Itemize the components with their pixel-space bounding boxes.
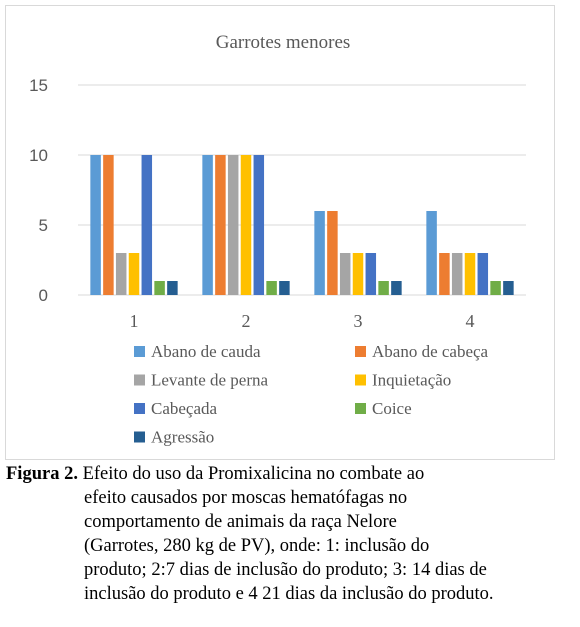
y-tick-label: 5 [39,216,48,235]
bar [128,253,140,295]
bar [103,155,114,295]
x-axis-ticks: 1 2 3 4 [130,311,475,331]
bar [266,281,277,295]
legend-swatch [355,374,366,386]
legend-swatch [134,403,145,414]
legend-swatch [134,431,145,443]
bar [327,211,338,295]
legend-swatch [355,346,366,357]
bar [115,253,127,295]
bar [167,281,178,295]
bar [426,211,437,295]
bar [314,211,325,295]
y-axis-ticks: 0 5 10 15 [29,76,48,305]
legend-label: Cabeçada [151,399,218,418]
legend-swatch [134,346,145,357]
caption-line-6: inclusão do produto e 4 21 dias da inclu… [84,584,494,604]
caption-line-2: efeito causados por moscas hematófagas n… [84,488,408,508]
bar [378,281,389,295]
bar [279,281,290,295]
bar [365,253,377,295]
x-tick-label: 2 [242,311,251,331]
bar [253,155,265,295]
legend-swatch [134,374,145,386]
bar-chart: 0 5 10 15 1 2 3 4 Garrotes menores Abano de ca… [29,32,526,447]
bar [439,253,450,295]
legend: Abano de cauda Abano de cabeça Levante de … [134,342,489,447]
bar [339,253,351,295]
caption-label: Figura 2. [6,464,78,484]
legend-label: Coice [372,399,412,418]
x-tick-label: 3 [354,311,363,331]
bar [464,253,476,295]
y-tick-label: 15 [29,76,48,95]
bar [215,155,226,295]
y-tick-label: 10 [29,146,48,165]
legend-swatch [355,403,366,414]
bar [141,155,153,295]
bar [240,155,252,295]
x-tick-label: 1 [130,311,139,331]
bar [202,155,213,295]
caption-line-5: produto; 2:7 dias de inclusão do produto… [84,560,487,580]
legend-label: Agressão [151,428,214,447]
bar [391,281,402,295]
chart-title: Garrotes menores [216,32,351,53]
bar [451,253,463,295]
bar [90,155,101,295]
y-tick-label: 0 [39,286,48,305]
bar [490,281,501,295]
bars [90,155,514,295]
bar [227,155,239,295]
bar [154,281,165,295]
legend-label: Abano de cabeça [372,342,489,361]
legend-label: Levante de perna [151,371,268,390]
x-tick-label: 4 [466,311,475,331]
caption-line-3: comportamento de animais da raça Nelore [84,512,397,532]
bar [477,253,489,295]
bar [503,281,514,295]
legend-label: Inquietação [372,371,451,390]
caption-line-1: Efeito do uso da Promixalicina no combat… [77,464,425,484]
caption-line-4: (Garrotes, 280 kg de PV), onde: 1: inclu… [84,536,430,556]
bar [352,253,364,295]
figure-caption: Figura 2. Efeito do uso da Promixalicina… [6,462,578,606]
legend-label: Abano de cauda [151,342,261,361]
gridlines [78,84,526,296]
